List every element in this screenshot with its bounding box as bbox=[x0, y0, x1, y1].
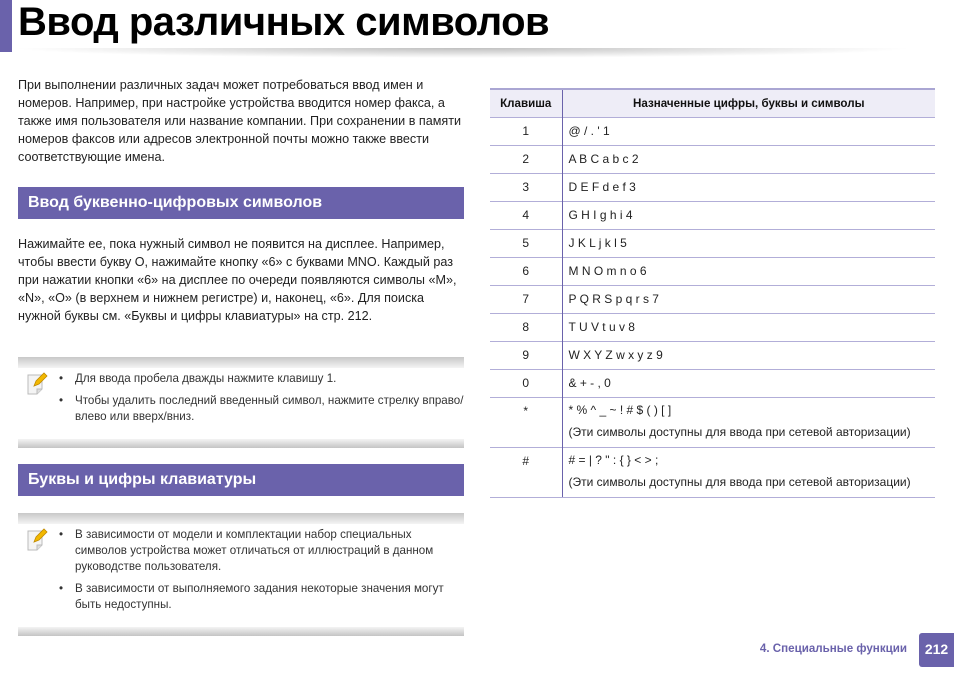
note-item: В зависимости от модели и комплектации н… bbox=[59, 527, 464, 575]
note-item: Для ввода пробела дважды нажмите клавишу… bbox=[59, 371, 464, 387]
key-cell: 5 bbox=[490, 228, 563, 257]
section-heading-alphanumeric: Ввод буквенно-цифровых символов bbox=[18, 187, 464, 219]
title-divider bbox=[10, 48, 915, 58]
symbols-cell: G H I g h i 4 bbox=[562, 200, 935, 229]
symbols-value: & + - , 0 bbox=[568, 376, 611, 390]
table-row: 8 T U V t u v 8 bbox=[490, 312, 935, 341]
symbols-value: M N O m n o 6 bbox=[568, 264, 647, 278]
symbols-cell: # = | ? " : { } < > ; (Эти символы доступ… bbox=[562, 446, 935, 498]
title-accent-bar bbox=[0, 0, 12, 52]
note-box-1: Для ввода пробела дважды нажмите клавишу… bbox=[18, 357, 464, 448]
table-row: 3 D E F d e f 3 bbox=[490, 172, 935, 201]
table-row: # # = | ? " : { } < > ; (Эти символы досту… bbox=[490, 446, 935, 498]
table-row: 9 W X Y Z w x y z 9 bbox=[490, 340, 935, 369]
section-heading-keyboard: Буквы и цифры клавиатуры bbox=[18, 464, 464, 496]
key-cell: 2 bbox=[490, 144, 563, 173]
table-row: 5 J K L j k l 5 bbox=[490, 228, 935, 257]
symbols-cell: & + - , 0 bbox=[562, 368, 935, 397]
key-cell: 1 bbox=[490, 116, 563, 145]
note-pencil-icon bbox=[27, 528, 48, 551]
symbols-value: A B C a b c 2 bbox=[568, 152, 639, 166]
symbols-value: T U V t u v 8 bbox=[568, 320, 635, 334]
key-cell: 7 bbox=[490, 284, 563, 313]
key-cell: 8 bbox=[490, 312, 563, 341]
key-cell: * bbox=[490, 396, 563, 447]
section1-paragraph: Нажимайте ее, пока нужный символ не появ… bbox=[18, 237, 457, 323]
key-cell: # bbox=[490, 446, 563, 498]
note-box-2: В зависимости от модели и комплектации н… bbox=[18, 513, 464, 636]
table-row: 6 M N O m n o 6 bbox=[490, 256, 935, 285]
column-header-key: Клавиша bbox=[490, 88, 563, 117]
symbols-note: (Эти символы доступны для ввода при сете… bbox=[568, 474, 911, 489]
intro-paragraph: При выполнении различных задач может пот… bbox=[18, 78, 462, 164]
symbols-cell: @ / . ' 1 bbox=[562, 116, 935, 145]
key-cell: 9 bbox=[490, 340, 563, 369]
symbols-value: D E F d e f 3 bbox=[568, 180, 636, 194]
symbols-value: * % ^ _ ~ ! # $ ( ) [ ] bbox=[568, 402, 672, 417]
symbols-cell: M N O m n o 6 bbox=[562, 256, 935, 285]
note-item: Чтобы удалить последний введенный символ… bbox=[59, 393, 464, 425]
key-cell: 6 bbox=[490, 256, 563, 285]
key-cell: 3 bbox=[490, 172, 563, 201]
table-row: 0 & + - , 0 bbox=[490, 368, 935, 397]
table-row: 1 @ / . ' 1 bbox=[490, 116, 935, 145]
symbols-value: P Q R S p q r s 7 bbox=[568, 292, 659, 306]
symbols-cell: T U V t u v 8 bbox=[562, 312, 935, 341]
table-row: * * % ^ _ ~ ! # $ ( ) [ ] (Эти символы дос… bbox=[490, 396, 935, 447]
symbols-value: W X Y Z w x y z 9 bbox=[568, 348, 663, 362]
keyboard-table: Клавиша Назначенные цифры, буквы и симво… bbox=[490, 88, 935, 498]
symbols-value: @ / . ' 1 bbox=[568, 124, 610, 138]
key-cell: 4 bbox=[490, 200, 563, 229]
page-title: Ввод различных символов bbox=[18, 0, 550, 44]
symbols-cell: J K L j k l 5 bbox=[562, 228, 935, 257]
symbols-cell: * % ^ _ ~ ! # $ ( ) [ ] (Эти символы дост… bbox=[562, 396, 935, 447]
table-row: 2 A B C a b c 2 bbox=[490, 144, 935, 173]
symbols-value: # = | ? " : { } < > ; bbox=[568, 452, 659, 467]
symbols-cell: D E F d e f 3 bbox=[562, 172, 935, 201]
page-number: 212 bbox=[919, 633, 954, 667]
table-row: 7 P Q R S p q r s 7 bbox=[490, 284, 935, 313]
note-pencil-icon bbox=[27, 372, 48, 395]
symbols-note: (Эти символы доступны для ввода при сете… bbox=[568, 424, 911, 439]
key-cell: 0 bbox=[490, 368, 563, 397]
symbols-cell: A B C a b c 2 bbox=[562, 144, 935, 173]
footer-chapter: 4. Специальные функции bbox=[759, 642, 907, 655]
symbols-cell: P Q R S p q r s 7 bbox=[562, 284, 935, 313]
symbols-cell: W X Y Z w x y z 9 bbox=[562, 340, 935, 369]
column-header-symbols: Назначенные цифры, буквы и символы bbox=[562, 88, 935, 117]
note-item: В зависимости от выполняемого задания не… bbox=[59, 581, 464, 613]
table-row: 4 G H I g h i 4 bbox=[490, 200, 935, 229]
symbols-value: G H I g h i 4 bbox=[568, 208, 633, 222]
symbols-value: J K L j k l 5 bbox=[568, 236, 627, 250]
